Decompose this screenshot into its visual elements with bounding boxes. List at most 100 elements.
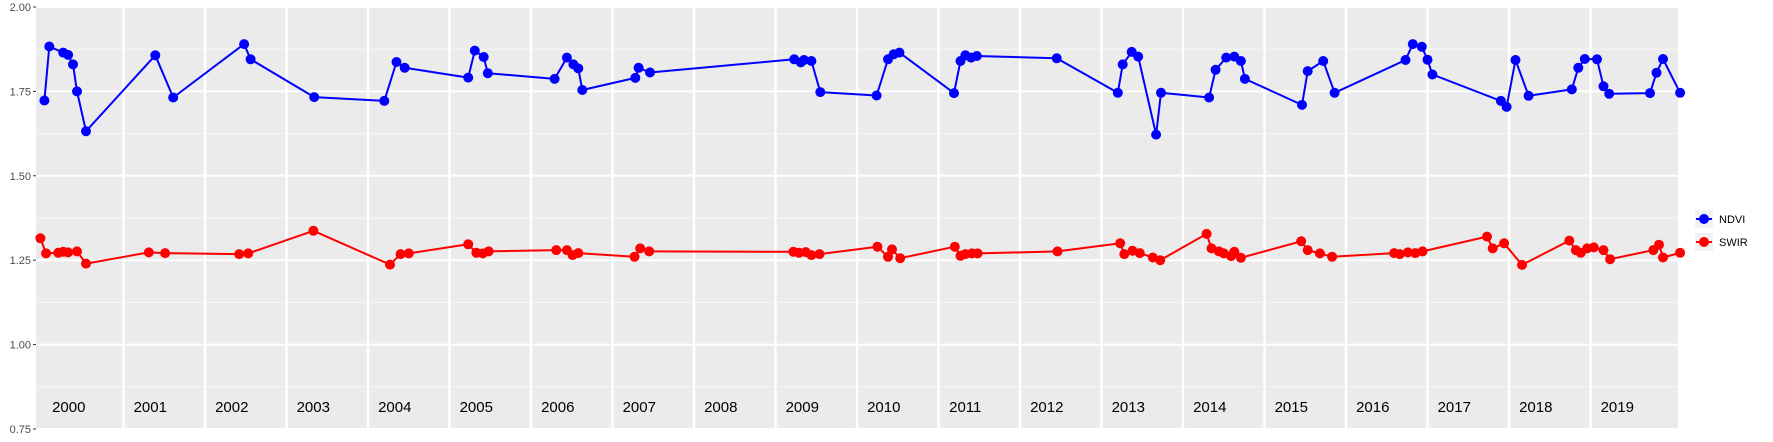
data-point-swir (1115, 238, 1126, 249)
data-point-ndvi (630, 72, 641, 83)
data-point-ndvi (971, 51, 982, 61)
data-point-swir (1327, 251, 1338, 262)
data-point-swir (483, 246, 494, 257)
data-point-swir (1402, 247, 1413, 258)
data-point-ndvi (391, 57, 402, 67)
data-point-ndvi (1204, 92, 1215, 103)
data-point-ndvi (399, 62, 410, 73)
data-point-ndvi (1427, 69, 1438, 80)
data-point-ndvi (1598, 81, 1609, 92)
data-point-swir (1675, 247, 1686, 258)
data-point-swir (1598, 245, 1609, 256)
data-point-ndvi (72, 86, 82, 97)
data-point-swir (308, 225, 319, 236)
data-point-ndvi (1112, 87, 1123, 98)
data-point-ndvi (806, 56, 817, 66)
data-point-ndvi (1210, 64, 1221, 75)
data-point-swir (1235, 252, 1246, 263)
data-point-ndvi (463, 72, 474, 83)
y-tick-label: 1.25 (10, 255, 31, 267)
data-point-ndvi (1592, 54, 1602, 65)
legend-label-ndvi: NDVI (1719, 214, 1745, 226)
data-point-ndvi (1302, 66, 1313, 77)
data-point-swir (41, 248, 52, 259)
data-point-ndvi (150, 50, 161, 61)
data-point-swir (1201, 228, 1212, 239)
data-point-swir (949, 241, 960, 252)
data-point-swir (1229, 246, 1240, 257)
data-point-swir (63, 247, 74, 258)
data-point-ndvi (44, 41, 55, 52)
data-point-ndvi (63, 49, 74, 60)
data-point-ndvi (1329, 87, 1340, 98)
data-point-swir (806, 250, 817, 261)
year-label: 2010 (867, 399, 900, 416)
data-point-ndvi (1051, 53, 1062, 64)
year-label: 2011 (949, 399, 981, 416)
data-point-ndvi (577, 85, 588, 95)
y-tick-label: 1.75 (10, 86, 31, 98)
data-point-ndvi (39, 95, 50, 106)
year-label: 2001 (134, 399, 167, 416)
data-point-ndvi (815, 87, 826, 98)
data-point-ndvi (871, 90, 882, 101)
data-point-ndvi (1239, 73, 1250, 84)
data-point-swir (463, 239, 474, 250)
data-point-swir (1119, 249, 1130, 260)
year-label: 2007 (623, 399, 656, 416)
year-label: 2002 (215, 399, 248, 416)
year-label: 2003 (297, 399, 330, 416)
data-point-swir (1302, 245, 1313, 256)
data-point-swir (1487, 243, 1498, 254)
data-point-ndvi (1133, 51, 1144, 62)
grid (36, 6, 1678, 430)
year-label: 2004 (378, 399, 411, 416)
data-point-ndvi (1501, 101, 1512, 112)
series (35, 39, 1686, 270)
year-labels: 2000 2001 2002 2003 2004 2005 2006 2007 2008 2009… (52, 399, 1634, 416)
year-label: 2012 (1030, 399, 1063, 416)
data-point-swir (872, 241, 883, 252)
data-point-ndvi (1651, 67, 1662, 78)
data-point-swir (895, 253, 906, 264)
data-point-swir (1605, 254, 1616, 265)
legend-swatch-point-ndvi (1699, 214, 1709, 224)
data-point-ndvi (81, 126, 91, 137)
data-point-swir (573, 248, 584, 259)
data-point-swir (395, 249, 406, 260)
data-point-ndvi (68, 59, 78, 70)
data-point-swir (1658, 252, 1668, 263)
data-point-ndvi (1422, 54, 1433, 65)
data-point-ndvi (469, 45, 480, 56)
data-point-ndvi (1297, 99, 1307, 110)
data-point-ndvi (309, 92, 320, 103)
year-label: 2013 (1112, 399, 1145, 416)
data-point-swir (1314, 248, 1325, 259)
data-point-swir (1517, 259, 1527, 270)
data-point-ndvi (1117, 59, 1128, 70)
data-point-ndvi (1510, 55, 1521, 65)
data-point-swir (35, 233, 46, 244)
data-point-ndvi (894, 47, 905, 58)
data-point-swir (1296, 236, 1307, 247)
data-point-swir (1417, 246, 1428, 257)
data-point-ndvi (1566, 84, 1577, 95)
data-point-swir (635, 243, 646, 254)
legend: NDVI SWIR (1695, 210, 1748, 251)
data-point-ndvi (1407, 39, 1418, 50)
data-point-swir (1482, 231, 1492, 242)
y-tick-label: 0.75 (10, 424, 31, 436)
data-point-swir (403, 248, 414, 259)
data-point-ndvi (1675, 87, 1686, 98)
year-label: 2015 (1275, 399, 1308, 416)
year-label: 2018 (1519, 399, 1552, 416)
data-point-swir (644, 246, 655, 257)
data-point-ndvi (1645, 88, 1655, 99)
data-point-ndvi (645, 67, 655, 78)
data-point-swir (1499, 238, 1510, 249)
year-label: 2009 (786, 399, 819, 416)
data-point-ndvi (482, 68, 493, 79)
y-tick-label: 1.50 (10, 171, 31, 183)
y-tick-label: 2.00 (10, 2, 31, 14)
year-label: 2016 (1356, 399, 1389, 416)
